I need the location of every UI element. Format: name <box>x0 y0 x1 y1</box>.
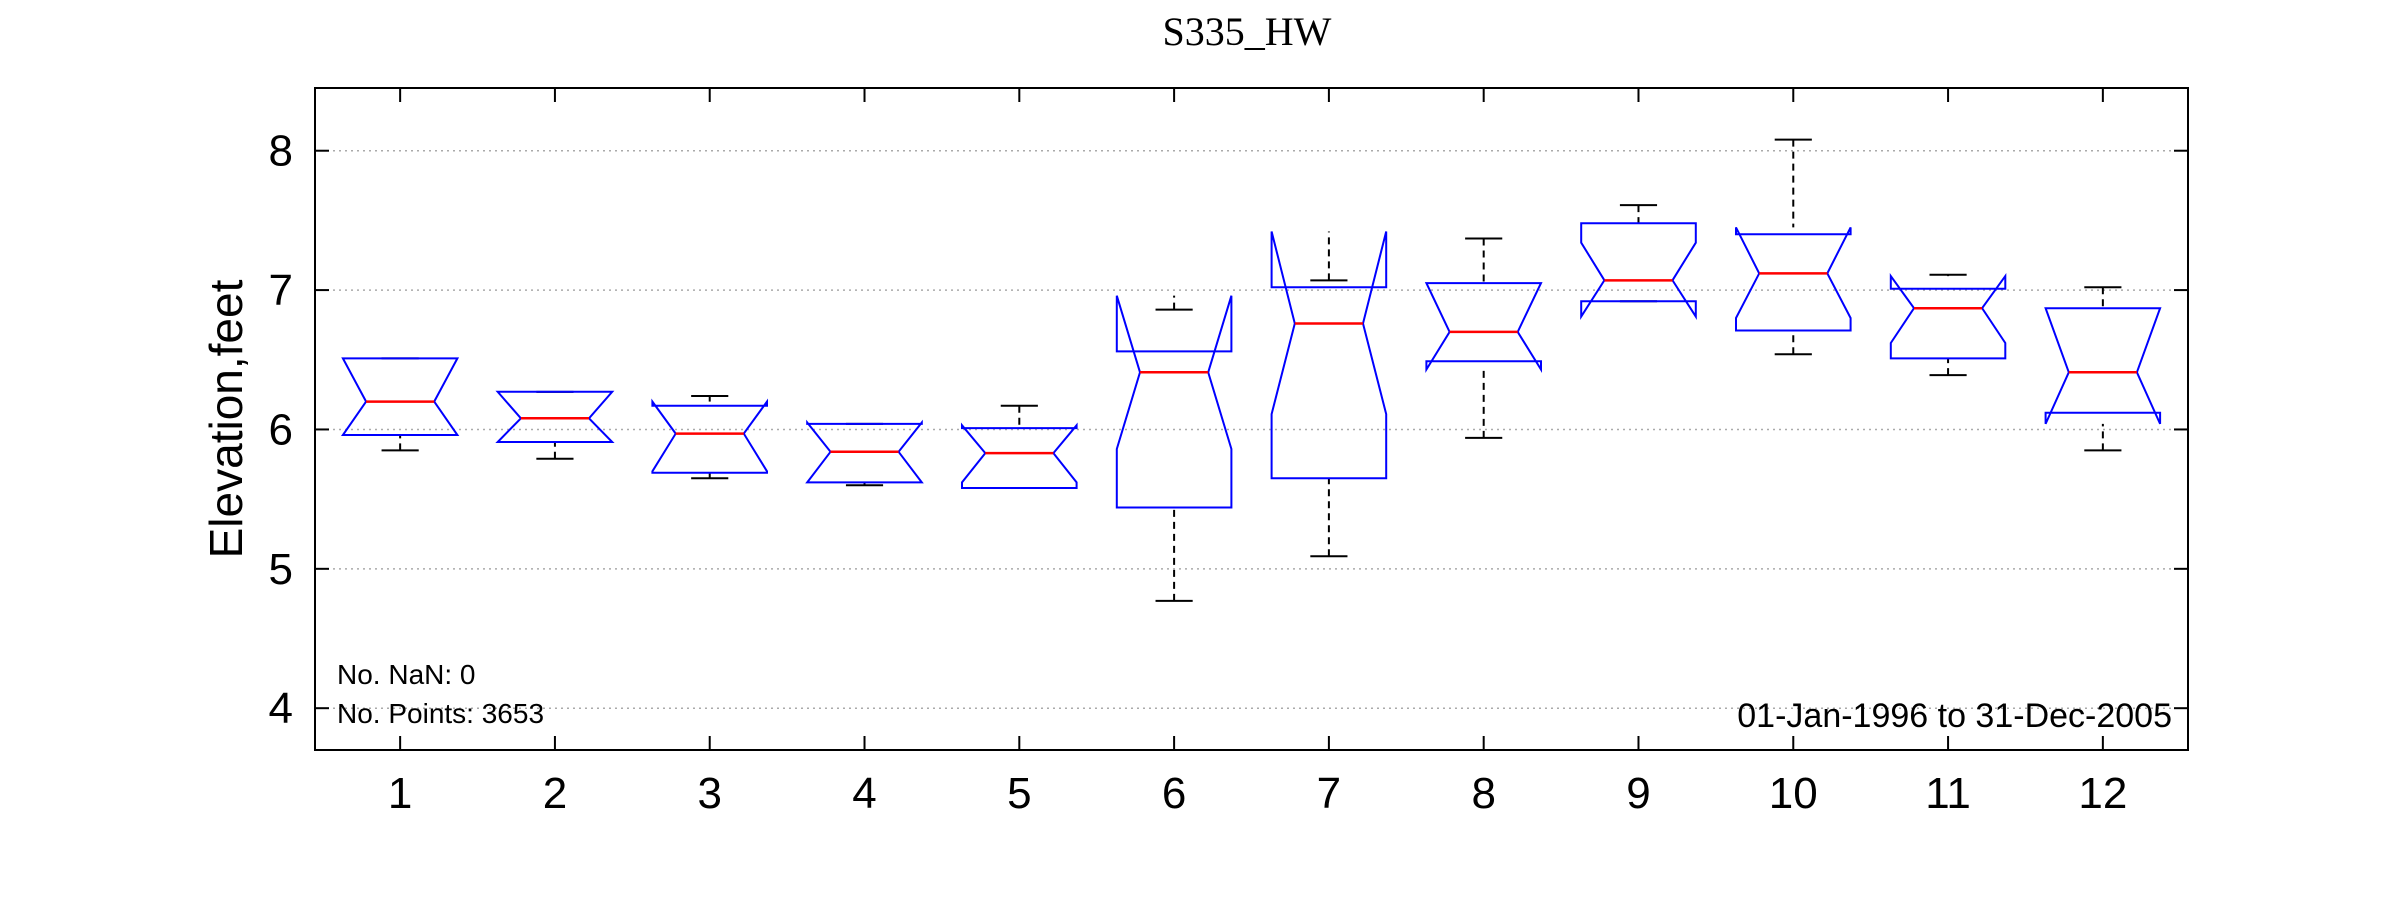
notched-box <box>1115 295 1233 509</box>
box-group-12 <box>2044 286 2162 452</box>
plot-area <box>340 138 2162 602</box>
y-tick-label: 6 <box>269 405 293 454</box>
x-tick-label: 12 <box>2078 769 2127 818</box>
y-tick-label: 5 <box>269 545 293 594</box>
x-tick-label: 10 <box>1769 769 1818 818</box>
x-tick-label: 5 <box>1007 769 1031 818</box>
box-group-5 <box>961 404 1078 489</box>
notched-box <box>1424 282 1543 374</box>
x-tick-label: 8 <box>1471 769 1495 818</box>
notched-box <box>961 422 1078 489</box>
box-group-4 <box>805 419 924 487</box>
box-group-3 <box>651 395 768 480</box>
box-group-7 <box>1270 231 1388 558</box>
notched-box <box>1735 226 1852 332</box>
x-tick-label: 6 <box>1162 769 1186 818</box>
x-tick-label: 9 <box>1626 769 1650 818</box>
x-tick-label: 2 <box>543 769 567 818</box>
box-group-1 <box>340 357 460 452</box>
box-group-6 <box>1115 295 1233 602</box>
x-tick-label: 11 <box>1925 769 1971 818</box>
x-tick-label: 1 <box>388 769 412 818</box>
date-range-note: 01-Jan-1996 to 31-Dec-2005 <box>1737 697 2172 735</box>
box-group-10 <box>1735 138 1852 356</box>
y-tick-label: 7 <box>269 266 293 315</box>
y-tick-label: 4 <box>269 684 293 733</box>
box-group-9 <box>1580 204 1697 321</box>
points-count-note: No. Points: 3653 <box>337 698 544 729</box>
chart-title: S335_HW <box>1163 9 1332 54</box>
plot-frame <box>314 87 2189 751</box>
notched-box <box>1889 273 2007 360</box>
box-group-11 <box>1889 273 2007 377</box>
notched-box <box>2044 307 2162 425</box>
x-tick-label: 7 <box>1317 769 1341 818</box>
notched-box <box>1270 231 1388 480</box>
x-tick-label: 3 <box>697 769 721 818</box>
notched-box <box>1580 222 1697 321</box>
notched-box <box>805 419 924 484</box>
x-tick-label: 4 <box>852 769 876 818</box>
y-axis-label: Elevation,feet <box>200 279 252 558</box>
nan-count-note: No. NaN: 0 <box>337 659 476 690</box>
y-tick-label: 8 <box>269 127 293 176</box>
notched-box <box>651 398 768 474</box>
box-group-2 <box>495 390 615 460</box>
box-group-8 <box>1424 237 1543 439</box>
grid-lines <box>315 149 2188 709</box>
